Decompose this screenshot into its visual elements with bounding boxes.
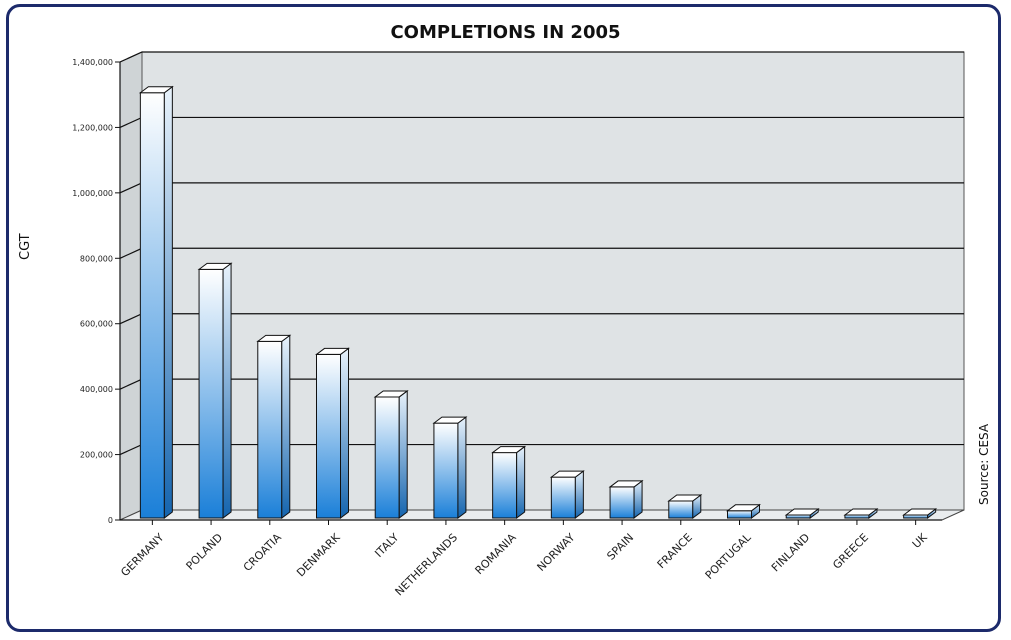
bar-top (902, 508, 938, 516)
bar-germany (138, 85, 174, 519)
bar-finland (784, 508, 820, 519)
bar-top (549, 470, 585, 478)
bars (138, 85, 938, 519)
x-tick-label: DENMARK (294, 530, 343, 579)
y-tick-label: 0 (108, 516, 113, 525)
bar-uk (902, 508, 938, 519)
bar-france (667, 493, 703, 519)
y-tick-label: 400,000 (80, 385, 113, 394)
y-tick-label: 1,000,000 (72, 189, 113, 198)
bar-italy (373, 389, 409, 519)
y-tick-label: 1,400,000 (72, 58, 113, 67)
x-tick-label: FRANCE (655, 531, 695, 571)
bar-side (516, 445, 526, 519)
bar-front (492, 452, 518, 519)
x-tick-label: ITALY (372, 531, 401, 560)
x-tick-label: POLAND (184, 531, 226, 573)
bar-side (457, 416, 467, 519)
y-ticks: 0 200,000 400,000 600,000 800,000 1,000,000 1,… (72, 58, 121, 525)
x-tick-label: PORTUGAL (703, 530, 755, 582)
x-tick-label: CROATIA (241, 531, 284, 574)
gridline (119, 51, 964, 63)
x-tick-label: FINLAND (769, 531, 812, 574)
bar-side (398, 389, 408, 519)
bar-front (374, 396, 400, 519)
x-tick-label: NORWAY (535, 531, 578, 574)
bar-front (609, 486, 635, 519)
bar-side (340, 347, 349, 519)
chart-title: COMPLETIONS IN 2005 (390, 22, 621, 43)
bar-front (668, 500, 694, 519)
bar-netherlands (432, 416, 468, 519)
x-tick-label: GERMANY (118, 531, 166, 579)
bar-front (550, 476, 576, 519)
bar-top (667, 494, 703, 502)
x-tick-label: SPAIN (604, 531, 636, 563)
bar-top (843, 508, 879, 516)
x-ticks: GERMANY POLAND CROATIA DENMARK ITALYNETHERLA… (118, 519, 942, 598)
bar-top (608, 480, 644, 488)
y-tick-label: 600,000 (80, 320, 113, 329)
x-tick-label: NETHERLANDS (393, 531, 460, 598)
x-tick-label: ROMANIA (473, 531, 520, 578)
bar-front (727, 510, 752, 519)
floor (119, 509, 965, 521)
bar-front (316, 353, 341, 519)
bar-side (281, 334, 291, 519)
bar-side (222, 262, 232, 519)
bar-front (198, 268, 224, 519)
bar-poland (197, 262, 233, 519)
bar-top (784, 508, 820, 516)
plot-walls (119, 51, 965, 521)
y-tick-label: 200,000 (80, 451, 113, 460)
bar-portugal (726, 503, 761, 519)
bar-front (257, 340, 283, 519)
bar-spain (608, 479, 644, 519)
bar-top (256, 334, 292, 342)
bar-top (197, 262, 233, 270)
y-tick-label: 1,200,000 (72, 123, 113, 132)
bar-top (726, 504, 761, 512)
bar-denmark (315, 347, 350, 519)
bar-top (138, 86, 174, 94)
bar-top (432, 416, 468, 424)
bar-croatia (256, 334, 292, 519)
bar-romania (491, 445, 527, 519)
bar-side (163, 85, 173, 519)
bar-front (139, 92, 165, 519)
bar-front (433, 422, 459, 519)
bar-top (373, 390, 409, 398)
x-tick-label: UK (910, 530, 931, 551)
bar-top (315, 347, 350, 355)
bar-side (574, 470, 584, 519)
y-tick-label: 800,000 (80, 254, 113, 263)
x-tick-label: GREECE (830, 531, 871, 572)
bar-greece (843, 508, 879, 519)
bar-top (491, 446, 527, 454)
bar-norway (549, 470, 585, 519)
